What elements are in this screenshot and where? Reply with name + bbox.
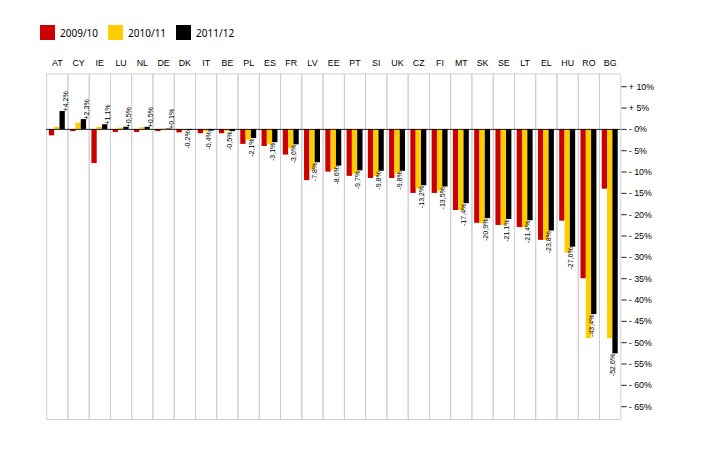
svg-text:-7,8%: -7,8% [311, 162, 319, 181]
svg-text:LU: LU [115, 58, 126, 68]
svg-text:- 65%: - 65% [629, 402, 652, 412]
svg-text:EL: EL [541, 58, 552, 68]
svg-text:RO: RO [582, 58, 595, 68]
svg-text:+0,5%: +0,5% [147, 106, 155, 127]
svg-text:- 25%: - 25% [629, 231, 652, 241]
svg-text:+0,1%: +0,1% [168, 108, 176, 129]
svg-text:-52,6%: -52,6% [609, 353, 617, 376]
svg-text:-20,9%: -20,9% [482, 218, 490, 241]
svg-text:+4,2%: +4,2% [62, 91, 70, 112]
svg-text:-13,5%: -13,5% [439, 186, 447, 209]
svg-text:FR: FR [285, 58, 297, 68]
svg-text:BE: BE [221, 58, 233, 68]
svg-text:EE: EE [328, 58, 340, 68]
svg-text:+2,3%: +2,3% [83, 99, 91, 120]
svg-text:LT: LT [520, 58, 530, 68]
svg-text:- 45%: - 45% [629, 316, 652, 326]
svg-text:+ 10%: + 10% [629, 82, 654, 92]
svg-text:- 60%: - 60% [629, 380, 652, 390]
svg-text:- 30%: - 30% [629, 252, 652, 262]
svg-text:-2,1%: -2,1% [248, 138, 256, 157]
svg-text:-0,5%: -0,5% [226, 131, 234, 150]
svg-text:-8,6%: -8,6% [333, 165, 341, 184]
svg-text:IE: IE [96, 58, 104, 68]
svg-text:- 55%: - 55% [629, 359, 652, 369]
svg-text:FI: FI [436, 58, 444, 68]
svg-text:- 35%: - 35% [629, 274, 652, 284]
svg-text:-9,7%: -9,7% [354, 170, 362, 189]
svg-text:IT: IT [202, 58, 210, 68]
svg-text:SE: SE [498, 58, 510, 68]
svg-text:CZ: CZ [413, 58, 425, 68]
svg-text:HU: HU [561, 58, 574, 68]
svg-text:- 5%: - 5% [629, 146, 647, 156]
svg-text:-9,8%: -9,8% [375, 171, 383, 190]
svg-text:SI: SI [372, 58, 380, 68]
svg-text:- 0%: - 0% [629, 124, 647, 134]
svg-text:LV: LV [307, 58, 317, 68]
svg-text:-17,4%: -17,4% [460, 203, 468, 226]
svg-text:DK: DK [179, 58, 191, 68]
svg-text:-3,1%: -3,1% [269, 142, 277, 161]
svg-text:- 15%: - 15% [629, 188, 652, 198]
svg-text:-43,4%: -43,4% [588, 314, 596, 337]
svg-text:DE: DE [157, 58, 169, 68]
svg-text:-3,6%: -3,6% [290, 144, 298, 163]
svg-text:- 20%: - 20% [629, 210, 652, 220]
svg-text:PT: PT [349, 58, 361, 68]
svg-text:-21,4%: -21,4% [524, 220, 532, 243]
svg-text:-0,2%: -0,2% [184, 130, 192, 149]
svg-text:UK: UK [391, 58, 403, 68]
svg-text:BG: BG [604, 58, 617, 68]
svg-text:- 10%: - 10% [629, 167, 652, 177]
svg-text:-21,1%: -21,1% [503, 219, 511, 242]
svg-text:CY: CY [72, 58, 84, 68]
html-text:2011/12: 2011/12 [196, 25, 235, 40]
html-text:2010/11: 2010/11 [128, 25, 167, 40]
svg-text:-9,8%: -9,8% [396, 171, 404, 190]
svg-text:- 40%: - 40% [629, 295, 652, 305]
svg-text:NL: NL [137, 58, 148, 68]
svg-text:+ 5%: + 5% [629, 103, 650, 113]
svg-text:ES: ES [264, 58, 276, 68]
svg-text:MT: MT [455, 58, 468, 68]
svg-text:AT: AT [52, 58, 63, 68]
svg-text:+0,5%: +0,5% [125, 106, 133, 127]
svg-text:PL: PL [243, 58, 254, 68]
svg-text:-27,6%: -27,6% [567, 246, 575, 269]
svg-text:-0,4%: -0,4% [205, 130, 213, 149]
svg-text:SK: SK [477, 58, 489, 68]
html-text:2009/10: 2009/10 [60, 25, 98, 40]
svg-text:+1,1%: +1,1% [104, 104, 112, 125]
svg-text:-13,2%: -13,2% [418, 185, 426, 208]
svg-text:- 50%: - 50% [629, 338, 652, 348]
svg-text:-23,8%: -23,8% [545, 230, 553, 253]
